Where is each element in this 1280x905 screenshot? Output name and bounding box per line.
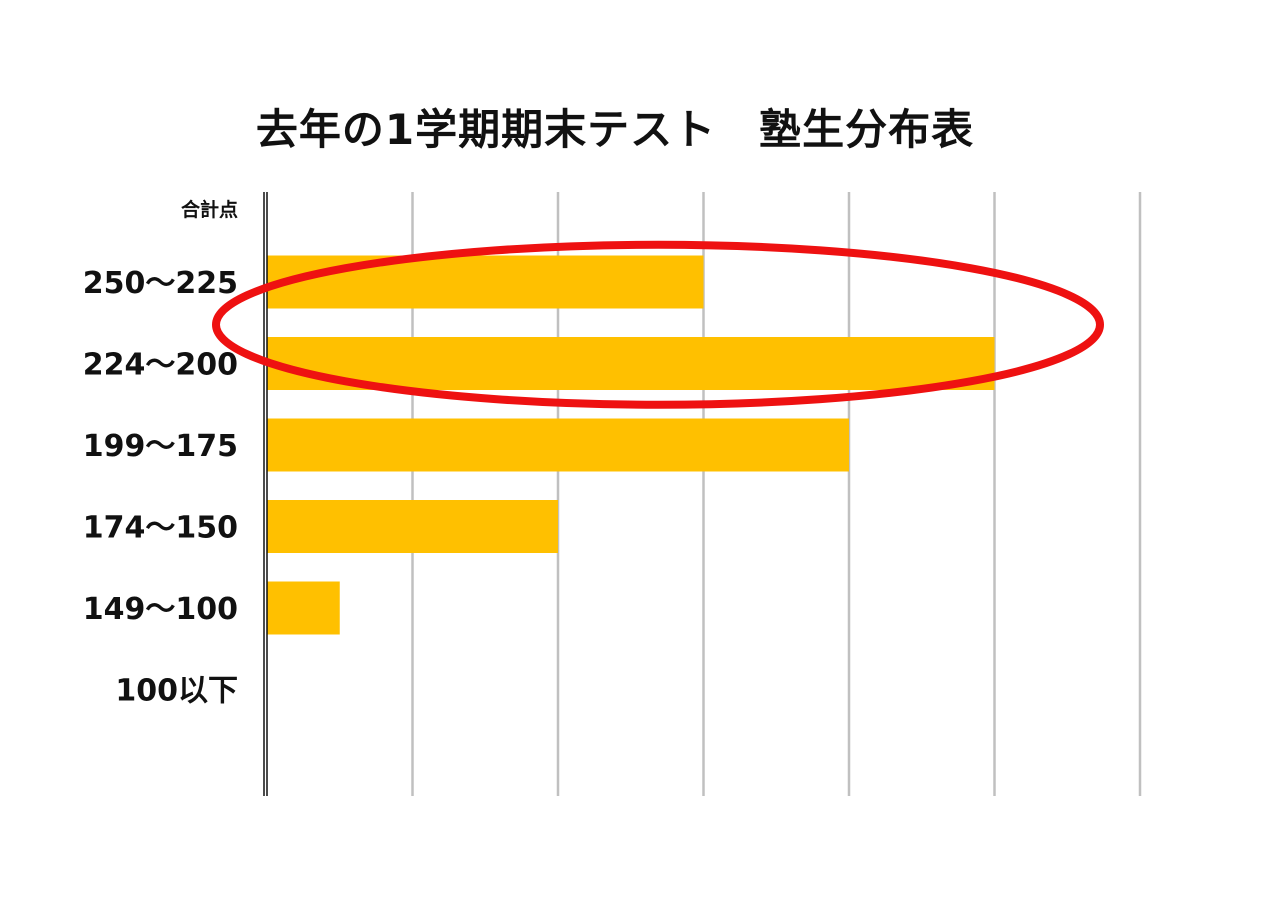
- category-labels: 250～225 224～200 199～175 174～150 149～100 100以下…: [83, 198, 238, 709]
- category-label: 100以下: [115, 674, 238, 709]
- category-label: 224～200: [83, 348, 238, 383]
- bars: [267, 255, 995, 635]
- bar-4: [267, 500, 558, 553]
- bar-5: [267, 581, 340, 635]
- category-label: 250～225: [83, 266, 238, 301]
- category-label: 199～175: [83, 429, 238, 464]
- bar-3: [267, 418, 849, 472]
- annotations: [212, 240, 1104, 409]
- chart-title: 去年の1学期期末テスト 塾生分布表: [255, 105, 975, 154]
- y-axis-label: 合計点: [181, 198, 238, 221]
- category-label: 174～150: [83, 511, 238, 546]
- y-axis: [263, 192, 268, 796]
- bar-2: [267, 337, 995, 390]
- highlight-ellipse: [212, 240, 1104, 409]
- category-label: 149～100: [83, 592, 238, 627]
- bar-1: [267, 255, 704, 309]
